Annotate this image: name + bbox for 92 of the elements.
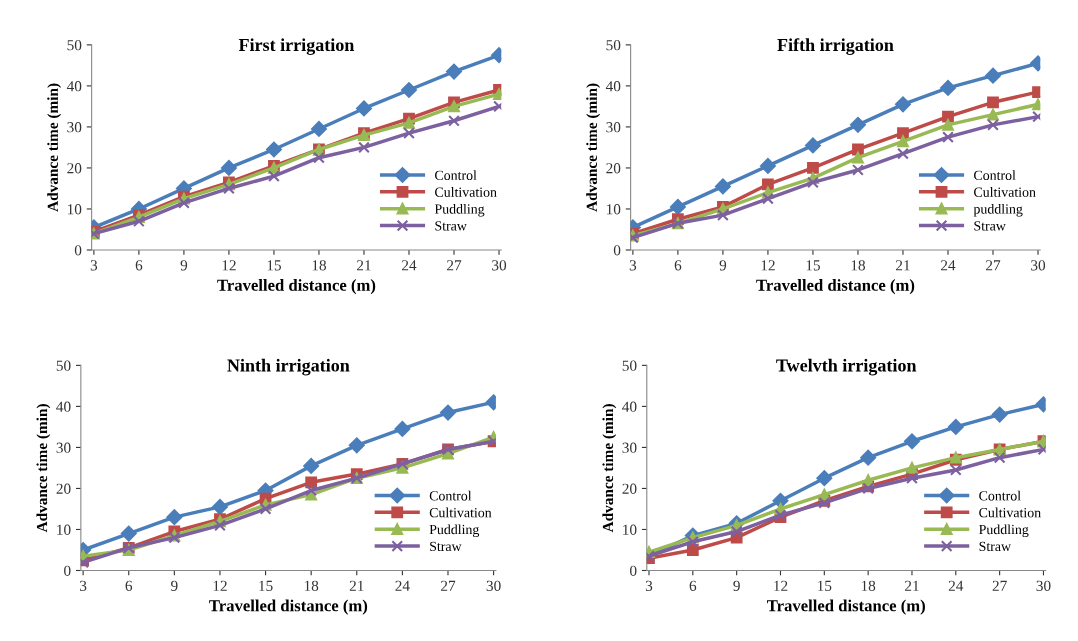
legend-label: Cultivation [429, 507, 492, 518]
x-tick-label: 6 [689, 580, 697, 591]
y-tick-label: 40 [56, 401, 71, 412]
y-tick-label: 10 [606, 204, 621, 215]
y-tick-label: 20 [606, 163, 621, 174]
y-axis-title: Advance time (min) [586, 83, 601, 212]
x-tick-label: 24 [402, 260, 417, 271]
x-tick-label: 30 [1036, 580, 1051, 591]
chart-title: Twelvth irrigation [776, 358, 917, 376]
x-tick-label: 6 [125, 580, 133, 591]
x-axis-title: Travelled distance (m) [217, 279, 376, 295]
x-tick-label: 12 [213, 580, 227, 591]
x-tick-label: 21 [349, 580, 364, 591]
y-tick-label: 10 [67, 204, 82, 215]
y-axis-title: Advance time (min) [602, 404, 617, 533]
x-tick-label: 24 [941, 260, 956, 271]
y-tick-label: 50 [622, 360, 637, 371]
chart-title: Fifth irrigation [777, 38, 894, 55]
x-tick-label: 24 [395, 580, 410, 591]
x-tick-label: 12 [222, 260, 236, 271]
y-tick-label: 20 [622, 483, 637, 494]
y-tick-label: 50 [67, 40, 82, 51]
y-tick-label: 20 [56, 483, 71, 494]
x-tick-label: 27 [986, 260, 1001, 271]
legend-label: Cultivation [435, 187, 497, 197]
legend-label: Straw [974, 221, 1006, 231]
y-axis-title: Advance time (min) [47, 83, 62, 212]
y-tick-label: 30 [56, 442, 71, 453]
x-tick-label: 15 [267, 260, 281, 271]
x-tick-label: 24 [948, 580, 964, 591]
legend-label: Cultivation [974, 187, 1036, 197]
y-tick-label: 30 [67, 122, 82, 133]
x-tick-label: 18 [304, 580, 319, 591]
legend-label: Puddling [434, 203, 485, 217]
x-tick-label: 21 [896, 260, 910, 271]
x-tick-label: 9 [180, 260, 188, 271]
y-axis-title: Advance time (min) [36, 404, 51, 533]
x-tick-label: 27 [447, 260, 462, 271]
y-tick-label: 40 [605, 81, 621, 92]
y-tick-label: 0 [74, 245, 82, 256]
y-tick-label: 50 [606, 40, 621, 51]
y-tick-label: 0 [64, 565, 71, 576]
legend-label: Control [429, 490, 472, 501]
x-axis-title: Travelled distance (m) [767, 599, 925, 615]
y-tick-label: 50 [56, 360, 71, 371]
y-tick-label: 10 [623, 524, 637, 535]
x-tick-label: 27 [992, 580, 1007, 591]
x-tick-label: 6 [674, 260, 682, 271]
x-tick-label: 12 [774, 580, 788, 591]
x-axis-title: Travelled distance (m) [209, 599, 368, 615]
x-tick-label: 3 [645, 580, 653, 591]
legend-label: Cultivation [979, 507, 1041, 518]
x-tick-label: 15 [259, 580, 273, 591]
legend-label: Puddling [979, 524, 1029, 538]
chart-title: First irrigation [238, 38, 355, 55]
x-tick-label: 18 [312, 260, 327, 271]
y-tick-label: 10 [57, 524, 71, 535]
x-tick-label: 3 [629, 260, 637, 271]
x-tick-label: 30 [492, 260, 507, 271]
y-tick-label: 20 [67, 163, 82, 174]
x-tick-label: 9 [171, 580, 178, 591]
legend-label: Straw [430, 541, 462, 552]
x-tick-label: 9 [719, 260, 727, 271]
y-tick-label: 0 [613, 245, 621, 256]
y-tick-label: 40 [66, 81, 82, 92]
legend-label: puddling [973, 203, 1023, 217]
x-tick-label: 21 [357, 260, 371, 271]
legend-label: Straw [979, 541, 1011, 552]
x-axis-title: Travelled distance (m) [756, 279, 915, 295]
y-tick-label: 40 [622, 401, 637, 412]
x-tick-label: 15 [806, 260, 820, 271]
x-tick-label: 18 [861, 580, 876, 591]
chart-title: Ninth irrigation [227, 358, 350, 376]
x-tick-label: 12 [761, 260, 775, 271]
x-tick-label: 21 [905, 580, 919, 591]
y-tick-label: 30 [606, 122, 621, 133]
legend-label: Straw [435, 221, 467, 231]
x-tick-label: 30 [486, 580, 501, 591]
legend-label: Control [974, 170, 1016, 180]
x-tick-label: 3 [90, 260, 98, 271]
x-tick-label: 15 [818, 580, 832, 591]
x-tick-label: 9 [733, 580, 740, 591]
legend-label: Control [979, 490, 1021, 501]
x-tick-label: 30 [1031, 260, 1046, 271]
x-tick-label: 6 [135, 260, 143, 271]
y-tick-label: 30 [622, 442, 637, 453]
x-tick-label: 27 [441, 580, 456, 591]
x-tick-label: 18 [851, 260, 866, 271]
legend-label: Control [435, 170, 477, 180]
y-tick-label: 0 [630, 565, 637, 576]
legend-label: Puddling [429, 524, 480, 538]
x-tick-label: 3 [80, 580, 87, 591]
